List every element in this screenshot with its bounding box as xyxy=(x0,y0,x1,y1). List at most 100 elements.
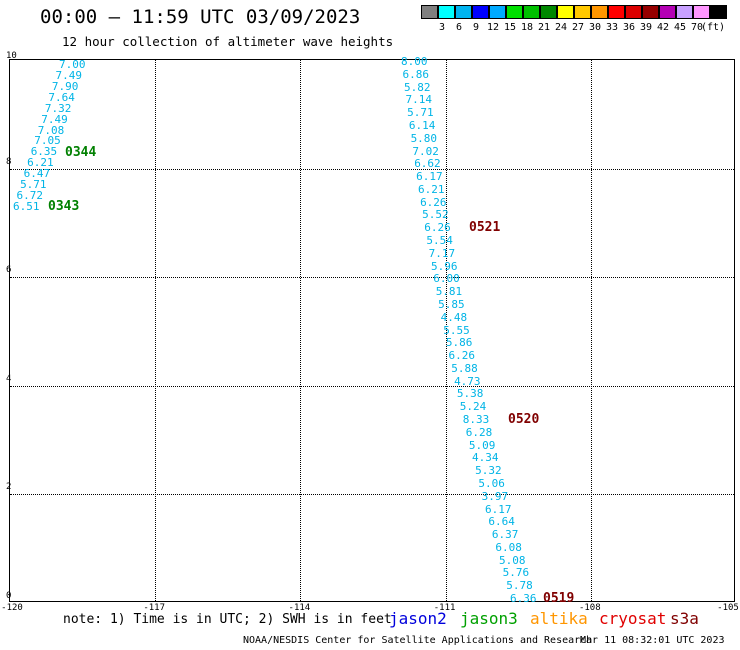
color-swatch xyxy=(455,5,472,19)
color-swatch xyxy=(659,5,676,19)
wave-height-label: 5.96 xyxy=(430,259,458,273)
wave-height-label: 6.47 xyxy=(23,167,51,181)
wave-height-label: 6.21 xyxy=(27,156,54,170)
pass-time-label: 0344 xyxy=(65,145,97,160)
color-swatch xyxy=(506,5,523,19)
wave-height-label: 7.05 xyxy=(34,134,61,148)
wave-height-label: 6.26 xyxy=(448,349,476,363)
wave-height-label: 5.32 xyxy=(475,464,502,478)
wave-height-label: 5.06 xyxy=(478,476,505,490)
color-swatch xyxy=(693,5,710,19)
color-swatch xyxy=(642,5,659,19)
color-legend-label: 42 xyxy=(656,22,670,33)
color-legend-label: 70 xyxy=(690,22,704,33)
color-legend-label: 36 xyxy=(622,22,636,33)
color-swatch xyxy=(472,5,489,19)
grid-line-horizontal xyxy=(10,277,734,279)
color-legend-unit: (ft) xyxy=(701,22,726,33)
x-axis-tick-label: -108 xyxy=(578,603,601,613)
grid-line-vertical xyxy=(590,60,592,601)
wave-height-label: 7.90 xyxy=(51,79,79,93)
y-axis-tick-label: 4 xyxy=(6,373,12,384)
wave-height-label: 5.78 xyxy=(506,579,533,593)
satellite-legend-altika: altika xyxy=(530,609,588,628)
color-legend-label: 21 xyxy=(537,22,551,33)
color-swatch xyxy=(676,5,693,19)
wave-height-label: 6.86 xyxy=(402,67,429,81)
wave-height-label: 7.64 xyxy=(48,90,75,104)
footer-credit: NOAA/NESDIS Center for Satellite Applica… xyxy=(243,635,593,646)
grid-line-horizontal xyxy=(10,168,734,170)
wave-height-label: 7.00 xyxy=(59,58,86,71)
color-legend-label: 39 xyxy=(639,22,653,33)
x-axis-tick-label: -117 xyxy=(143,603,166,613)
color-legend-label: 6 xyxy=(455,22,463,33)
wave-height-label: 5.55 xyxy=(443,323,470,337)
wave-height-label: 4.73 xyxy=(454,374,481,388)
wave-height-label: 5.81 xyxy=(435,285,463,299)
wave-height-label: 7.14 xyxy=(405,93,433,107)
grid-line-horizontal xyxy=(10,494,734,496)
color-swatch xyxy=(625,5,642,19)
grid-line-vertical xyxy=(300,60,302,601)
pass-time-label: 0519 xyxy=(543,591,575,606)
wave-height-label: 5.85 xyxy=(438,297,465,311)
wave-height-label: 6.26 xyxy=(424,221,451,235)
wave-height-label: 5.24 xyxy=(459,400,487,414)
wave-height-label: 6.28 xyxy=(465,425,493,439)
color-legend-label: 3 xyxy=(438,22,446,33)
color-legend-label: 24 xyxy=(554,22,568,33)
satellite-legend-s3a: s3a xyxy=(670,609,699,628)
wave-height-label: 5.71 xyxy=(20,178,47,192)
color-legend-label: 12 xyxy=(486,22,500,33)
x-axis-tick-label: -114 xyxy=(288,603,311,613)
color-swatch xyxy=(421,5,438,19)
pass-time-label: 0343 xyxy=(48,199,80,214)
x-axis-tick-label: -120 xyxy=(1,603,23,613)
wave-height-label: 5.88 xyxy=(451,361,478,375)
x-axis-tick-label: -111 xyxy=(433,603,456,613)
footer-timestamp: Mar 11 08:32:01 UTC 2023 xyxy=(580,635,725,646)
y-axis-tick-label: 2 xyxy=(6,482,12,493)
color-legend-label: 9 xyxy=(472,22,480,33)
wave-height-label: 5.86 xyxy=(445,336,473,350)
color-legend-label: 45 xyxy=(673,22,687,33)
color-swatch xyxy=(489,5,506,19)
wave-height-label: 7.32 xyxy=(44,101,72,115)
wave-height-label: 6.17 xyxy=(485,502,512,516)
color-swatch xyxy=(540,5,557,19)
satellite-legend-cryosat: cryosat xyxy=(599,609,667,628)
y-axis-tick-label: 6 xyxy=(6,265,12,276)
grid-line-horizontal xyxy=(10,385,734,387)
grid-line-vertical xyxy=(155,60,157,601)
wave-height-label: 3.97 xyxy=(481,489,509,503)
grid-line-vertical xyxy=(445,60,447,601)
wave-height-label: 6.26 xyxy=(420,195,447,209)
color-swatch xyxy=(523,5,540,19)
color-legend-label: 27 xyxy=(571,22,585,33)
wave-height-label: 6.08 xyxy=(495,540,522,554)
map-title: 00:00 – 11:59 UTC 03/09/2023 xyxy=(40,6,361,28)
y-axis-tick-label: 10 xyxy=(6,51,17,61)
color-swatch xyxy=(710,5,727,19)
y-axis-tick-label: 8 xyxy=(6,156,12,167)
note-text: note: 1) Time is in UTC; 2) SWH is in fe… xyxy=(63,612,392,627)
map-plot-area xyxy=(9,59,735,602)
wave-height-label: 6.21 xyxy=(418,182,445,196)
wave-height-label: 7.17 xyxy=(428,246,456,260)
wave-height-label: 5.52 xyxy=(422,208,449,222)
wave-height-label: 6.37 xyxy=(491,528,519,542)
wave-height-label: 5.38 xyxy=(456,387,484,401)
wave-height-label: 5.08 xyxy=(498,553,526,567)
x-axis-tick-label: -105 xyxy=(717,603,739,613)
wave-height-label: 7.08 xyxy=(37,123,65,137)
color-swatch xyxy=(574,5,591,19)
satellite-legend-jason3: jason3 xyxy=(460,609,518,628)
color-swatch xyxy=(591,5,608,19)
wave-height-label: 6.36 xyxy=(510,592,537,605)
color-swatch xyxy=(608,5,625,19)
wave-height-label: 4.34 xyxy=(471,451,499,465)
wave-height-label: 7.49 xyxy=(55,68,82,82)
wave-height-label: 6.17 xyxy=(416,170,443,184)
wave-height-label: 6.62 xyxy=(414,157,441,171)
